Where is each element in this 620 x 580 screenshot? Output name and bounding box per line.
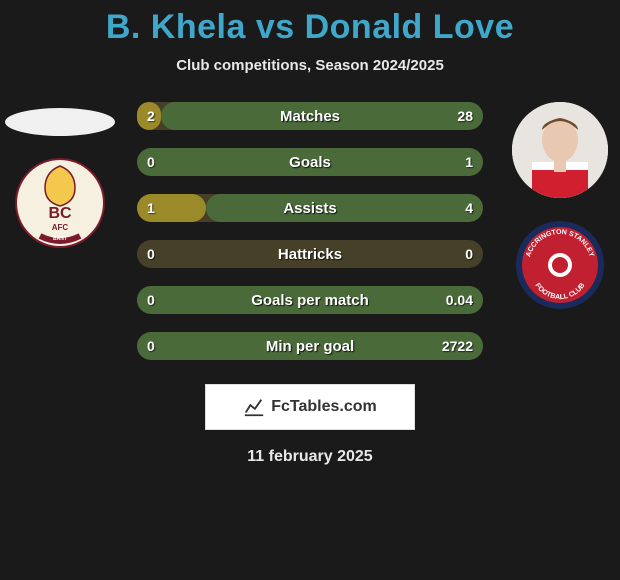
right-player-column: ACCRINGTON STANLEY FOOTBALL CLUB [500,102,620,310]
footer-date: 11 february 2025 [0,448,620,466]
left-player-column: BC AFC BANT [0,102,120,248]
stat-value-left: 0 [147,246,155,262]
stat-row: 0 1 Goals [137,148,483,176]
stat-value-right: 4 [465,200,473,216]
stat-value-left: 0 [147,154,155,170]
stat-value-left: 2 [147,108,155,124]
svg-text:AFC: AFC [52,223,69,232]
stat-row: 0 2722 Min per goal [137,332,483,360]
stat-value-right: 1 [465,154,473,170]
subtitle: Club competitions, Season 2024/2025 [0,57,620,74]
stat-value-right: 0 [465,246,473,262]
footer-brand[interactable]: FcTables.com [205,384,415,430]
stat-label: Min per goal [266,338,354,355]
stat-value-right: 2722 [442,338,473,354]
stat-label: Goals [289,154,331,171]
page-title: B. Khela vs Donald Love [0,0,620,47]
stat-value-left: 0 [147,292,155,308]
stat-label: Assists [283,200,336,217]
stat-value-right: 0.04 [446,292,473,308]
svg-text:BC: BC [48,205,72,222]
stat-label: Goals per match [251,292,369,309]
footer-brand-text: FcTables.com [271,398,377,416]
stat-value-left: 0 [147,338,155,354]
bradford-badge-icon: BC AFC BANT [15,158,105,248]
stat-row: 2 28 Matches [137,102,483,130]
accrington-badge-icon: ACCRINGTON STANLEY FOOTBALL CLUB [515,220,605,310]
stat-row: 0 0 Hattricks [137,240,483,268]
stat-row: 1 4 Assists [137,194,483,222]
chart-icon [243,396,265,418]
player-right-photo [512,102,608,198]
comparison-content: BC AFC BANT [0,102,620,360]
player-right-club-badge: ACCRINGTON STANLEY FOOTBALL CLUB [515,220,605,310]
player-left-club-badge: BC AFC BANT [15,158,105,248]
stat-bars: 2 28 Matches 0 1 Goals 1 4 Assists 0 0 Hattricks 0 0.… [137,102,483,360]
stat-label: Hattricks [278,246,342,263]
stat-fill-right [206,194,483,222]
stat-label: Matches [280,108,340,125]
stat-value-left: 1 [147,200,155,216]
player-face-icon [512,102,608,198]
svg-text:BANT: BANT [53,236,67,242]
player-left-photo [5,108,115,136]
stat-row: 0 0.04 Goals per match [137,286,483,314]
stat-value-right: 28 [457,108,473,124]
